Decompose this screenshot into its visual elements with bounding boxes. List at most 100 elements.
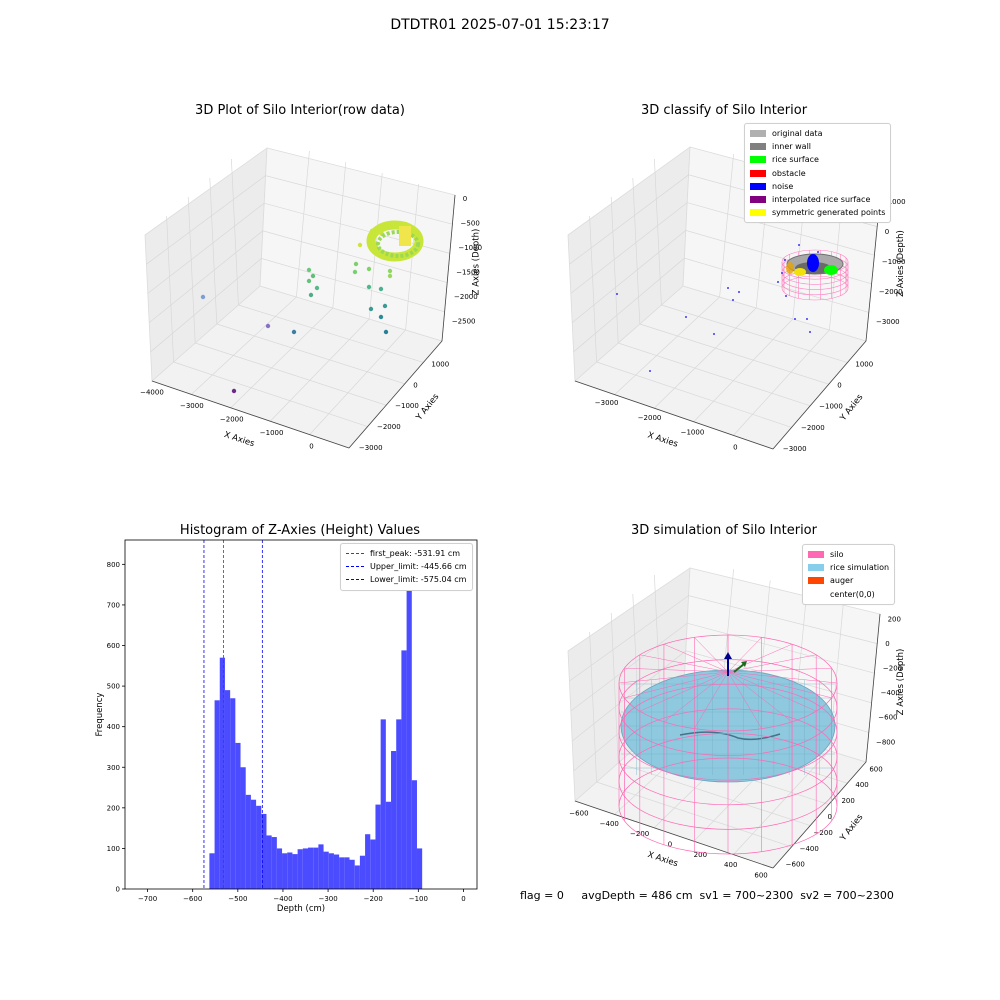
raw-data-point — [353, 261, 359, 267]
legend-item: inner wall — [750, 140, 885, 153]
histogram-plot: −700 −600 −500 −400 −300 −200 −100 0 0 100 200 300 4… — [95, 539, 478, 914]
histogram-bar — [344, 857, 350, 889]
legend-item: interpolated rice surface — [750, 193, 885, 206]
simulation-silo-roof-spoke — [624, 671, 729, 699]
raw-data-point — [291, 329, 297, 335]
histogram-bar — [282, 853, 288, 889]
histogram-bar — [224, 690, 231, 889]
histogram-bar — [339, 857, 345, 889]
z-tick-label: −2500 — [452, 318, 476, 326]
x-axis-label: X Axies — [646, 430, 679, 449]
y-tick-label: 1000 — [855, 361, 873, 369]
histogram-plot-area — [125, 540, 477, 889]
grid-line — [187, 196, 196, 344]
simulation-silo-roof-spoke — [727, 671, 832, 699]
simulation-silo-roof-spoke — [727, 671, 762, 729]
simulation-silo-roof-spoke — [727, 637, 762, 673]
classify-noise-point — [784, 259, 786, 261]
raw-3d-plot: −4000 −3000 −2000 −1000 0 1000 0 −1000 −2000 −300… — [140, 147, 482, 452]
x-tick-label: 600 — [754, 871, 767, 879]
y-axis-line — [772, 340, 867, 450]
y-tick-label: 800 — [107, 561, 120, 569]
y-tick-label: 200 — [841, 797, 854, 805]
simulation-silo-roof-spoke — [639, 654, 729, 673]
legend-item: silo — [808, 548, 889, 561]
x-tick-label: −2000 — [638, 414, 662, 422]
raw-data-point — [382, 303, 388, 309]
simulation-silo-roof-spoke — [618, 671, 729, 684]
histogram-bar — [240, 767, 246, 889]
simulation-silo-roof-spoke — [727, 671, 838, 684]
histogram-bar — [256, 805, 262, 889]
z-axis-line — [441, 194, 456, 342]
y-axis-label: Y Axies — [838, 812, 866, 844]
grid-line — [146, 175, 453, 265]
y-tick-label: −200 — [814, 829, 833, 837]
histogram-bar — [214, 700, 220, 889]
simulation-auger-head — [741, 661, 747, 667]
z-tick-label: 0 — [463, 195, 467, 203]
raw-data-point — [314, 285, 320, 291]
histogram-bar — [276, 848, 283, 889]
z-tick-label: −1500 — [456, 269, 480, 277]
histogram-bar — [401, 650, 407, 889]
classify-noise-point — [685, 316, 687, 318]
y-tick-label: 600 — [869, 765, 882, 773]
legend-swatch — [808, 577, 824, 585]
y-tick-label: −400 — [800, 845, 819, 853]
legend-label: noise — [772, 181, 794, 191]
grid-line — [589, 215, 597, 363]
y-axis-line — [772, 761, 867, 869]
legend-item: first_peak: -531.91 cm — [346, 547, 467, 560]
histogram-bar — [323, 851, 329, 889]
classify-rice-surface — [824, 265, 838, 275]
classify-legend: original data inner wall rice surface obsta… — [744, 123, 892, 224]
grid-line — [610, 612, 619, 764]
grid-line — [166, 215, 174, 363]
legend-item: auger — [808, 574, 889, 587]
z-axis-label: Z Axies (Depth) — [896, 649, 906, 716]
grid-line — [654, 158, 662, 306]
z-tick-label: 1000 — [888, 198, 906, 206]
x-axis-label: X Axies — [646, 850, 679, 869]
grid-line — [614, 296, 720, 395]
classify-noise-point — [785, 295, 787, 297]
legend-item: rice surface — [750, 153, 885, 166]
grid-line — [209, 177, 218, 325]
legend-swatch — [346, 566, 364, 568]
raw-data-point — [231, 388, 237, 394]
y-tick-label: 500 — [107, 683, 120, 691]
legend-label: obstacle — [772, 168, 806, 178]
raw-data-point — [368, 306, 374, 312]
simulation-silo-roof-spoke — [694, 671, 729, 729]
x-tick-label: −1000 — [681, 429, 705, 437]
histogram-bar — [230, 698, 236, 889]
legend-item: symmetric generated points — [750, 206, 885, 219]
grid-line — [148, 230, 448, 323]
legend-label: original data — [772, 129, 823, 139]
classify-noise-point — [713, 333, 715, 335]
status-text: flag = 0 avgDepth = 486 cm sv1 = 700~230… — [520, 889, 894, 902]
histogram-bar — [235, 742, 241, 889]
simulation-silo-roof-spoke — [624, 667, 729, 673]
classify-noise-point — [732, 299, 734, 301]
legend-item: noise — [750, 180, 885, 193]
raw-surface-patch — [399, 226, 411, 246]
raw-data-point — [387, 268, 393, 274]
z-tick-label: −200 — [883, 665, 902, 673]
histogram-bar — [385, 801, 392, 889]
legend-label: center(0,0) — [830, 589, 875, 599]
legend-swatch — [750, 130, 766, 138]
y-tick-label: −2000 — [801, 424, 825, 432]
classify-noise-point — [781, 272, 783, 274]
histogram-bar — [411, 780, 417, 889]
y-tick-label: 0 — [116, 886, 120, 894]
histogram-bar — [313, 847, 319, 889]
simulation-silo-roof-spoke — [727, 667, 832, 673]
legend-swatch — [750, 169, 766, 177]
legend-swatch — [808, 590, 824, 598]
legend-swatch — [346, 579, 364, 581]
y-axis-label: Frequency — [95, 693, 105, 737]
simulation-silo-roof-spoke — [663, 671, 729, 723]
raw-data-point — [366, 284, 372, 290]
